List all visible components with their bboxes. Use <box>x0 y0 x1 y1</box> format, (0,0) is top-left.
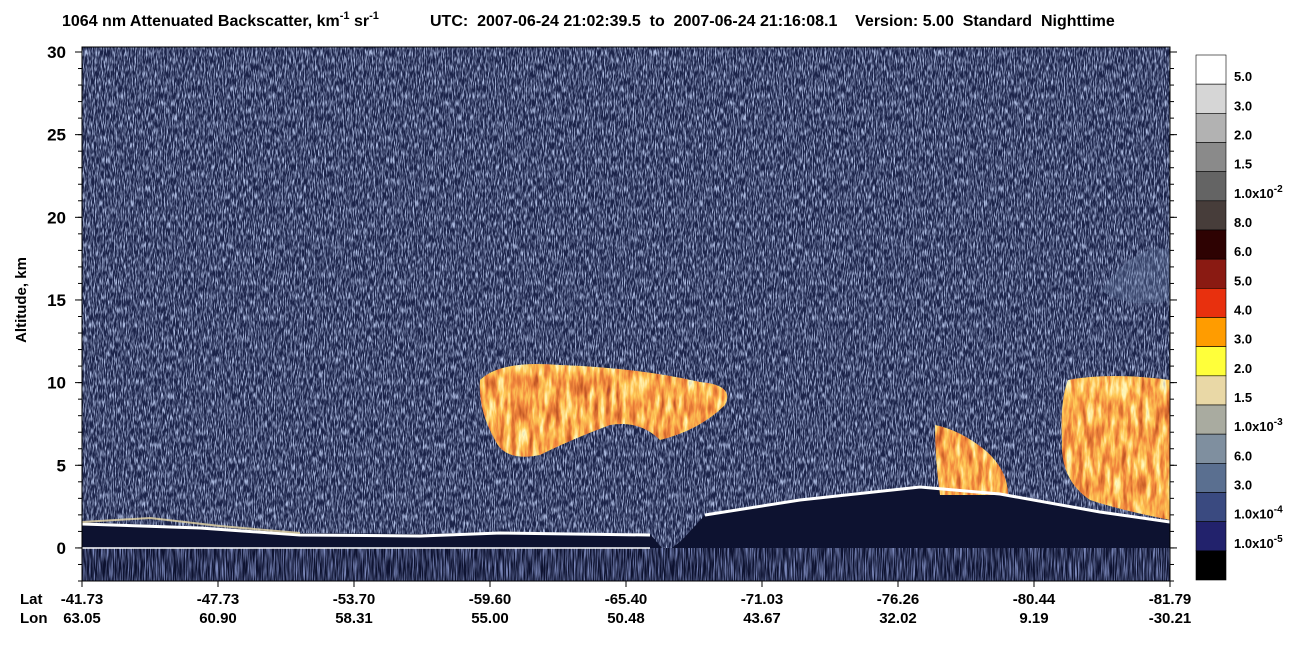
x-tick-label: -30.21 <box>1149 610 1192 627</box>
colorbar-label: 2.0 <box>1234 361 1252 376</box>
colorbar-swatch <box>1196 259 1226 288</box>
y-tick-label: 5 <box>57 456 66 475</box>
colorbar-label-text: 3.0 <box>1234 332 1252 347</box>
x-tick-label: -81.79 <box>1149 591 1192 608</box>
y-tick-label: 30 <box>47 43 66 62</box>
colorbar-label: 4.0 <box>1234 303 1252 318</box>
x-tick-label: 58.31 <box>335 610 373 627</box>
colorbar-label: 3.0 <box>1234 332 1252 347</box>
colorbar-label: 3.0 <box>1234 478 1252 493</box>
colorbar-label-text: 1.0x10 <box>1234 507 1274 522</box>
x-tick-label: -65.40 <box>605 591 648 608</box>
colorbar-label: 3.0 <box>1234 98 1252 113</box>
x-tick-label: 9.19 <box>1019 610 1048 627</box>
subsurface-noise <box>82 548 1170 581</box>
colorbar-swatch <box>1196 405 1226 434</box>
backscatter-image <box>82 47 1170 581</box>
colorbar-label-exponent: -4 <box>1274 505 1283 516</box>
colorbar-swatch <box>1196 493 1226 522</box>
colorbar-label: 1.5 <box>1234 390 1252 405</box>
colorbar-swatch <box>1196 84 1226 113</box>
colorbar-label-text: 5.0 <box>1234 273 1252 288</box>
colorbar-swatch <box>1196 201 1226 230</box>
colorbar-label-text: 1.5 <box>1234 390 1252 405</box>
x-tick-label: -71.03 <box>741 591 784 608</box>
colorbar-label-exponent: -2 <box>1274 184 1283 195</box>
colorbar-swatch <box>1196 551 1226 580</box>
colorbar-swatch <box>1196 347 1226 376</box>
y-tick-label: 15 <box>47 291 66 310</box>
colorbar-label: 1.0x10-3 <box>1234 417 1283 434</box>
colorbar-label: 1.5 <box>1234 157 1252 172</box>
x-tick-label: 55.00 <box>471 610 509 627</box>
colorbar-swatch <box>1196 55 1226 84</box>
y-tick-label: 25 <box>47 126 66 145</box>
colorbar-label-text: 2.0 <box>1234 128 1252 143</box>
y-tick-label: 10 <box>47 374 66 393</box>
x-row-label: Lat <box>20 591 43 608</box>
colorbar-label-text: 6.0 <box>1234 244 1252 259</box>
colorbar-label: 6.0 <box>1234 448 1252 463</box>
colorbar-swatch <box>1196 463 1226 492</box>
y-axis-label: Altitude, km <box>13 257 30 343</box>
colorbar-label-text: 3.0 <box>1234 98 1252 113</box>
colorbar-swatch <box>1196 376 1226 405</box>
x-tick-label: -53.70 <box>333 591 376 608</box>
colorbar-label-text: 1.0x10 <box>1234 536 1274 551</box>
x-tick-label: 50.48 <box>607 610 645 627</box>
colorbar-swatch <box>1196 113 1226 142</box>
title-part: 1064 nm Attenuated Backscatter, km <box>62 13 340 30</box>
colorbar-label: 2.0 <box>1234 128 1252 143</box>
colorbar-label-text: 2.0 <box>1234 361 1252 376</box>
colorbar-label-exponent: -5 <box>1274 534 1283 545</box>
colorbar-label-text: 3.0 <box>1234 478 1252 493</box>
header-info: UTC: 2007-06-24 21:02:39.5 to 2007-06-24… <box>430 13 1115 30</box>
colorbar-swatch <box>1196 288 1226 317</box>
colorbar-label-exponent: -3 <box>1274 417 1283 428</box>
x-tick-label: 63.05 <box>63 610 101 627</box>
x-tick-label: -59.60 <box>469 591 512 608</box>
colorbar-label-text: 5.0 <box>1234 69 1252 84</box>
colorbar-label-text: 1.0x10 <box>1234 419 1274 434</box>
colorbar-swatch <box>1196 172 1226 201</box>
colorbar-swatch <box>1196 318 1226 347</box>
x-tick-label: 43.67 <box>743 610 781 627</box>
colorbar-label-text: 1.0x10 <box>1234 186 1274 201</box>
colorbar-label: 5.0 <box>1234 273 1252 288</box>
colorbar-label: 1.0x10-4 <box>1234 505 1283 522</box>
colorbar-label: 6.0 <box>1234 244 1252 259</box>
colorbar-label-text: 1.5 <box>1234 157 1252 172</box>
x-tick-label: 32.02 <box>879 610 917 627</box>
colorbar-swatch <box>1196 143 1226 172</box>
x-row-label: Lon <box>20 610 48 627</box>
colorbar-label: 1.0x10-2 <box>1234 184 1283 201</box>
x-tick-label: -41.73 <box>61 591 104 608</box>
y-tick-label: 20 <box>47 208 66 227</box>
title-superscript: -1 <box>369 10 379 22</box>
colorbar-label-text: 8.0 <box>1234 215 1252 230</box>
colorbar-label: 5.0 <box>1234 69 1252 84</box>
colorbar-swatch <box>1196 230 1226 259</box>
chart-title: 1064 nm Attenuated Backscatter, km-1 sr-… <box>62 10 379 30</box>
colorbar-swatch <box>1196 522 1226 551</box>
x-tick-label: -80.44 <box>1013 591 1056 608</box>
y-tick-label: 0 <box>57 539 66 558</box>
colorbar-label-text: 4.0 <box>1234 303 1252 318</box>
title-superscript: -1 <box>340 10 350 22</box>
colorbar-label-text: 6.0 <box>1234 448 1252 463</box>
x-tick-label: -47.73 <box>197 591 240 608</box>
colorbar-label: 1.0x10-5 <box>1234 534 1283 551</box>
x-tick-label: 60.90 <box>199 610 237 627</box>
x-tick-label: -76.26 <box>877 591 920 608</box>
title-part: sr <box>350 13 370 30</box>
colorbar-swatch <box>1196 434 1226 463</box>
colorbar-label: 8.0 <box>1234 215 1252 230</box>
